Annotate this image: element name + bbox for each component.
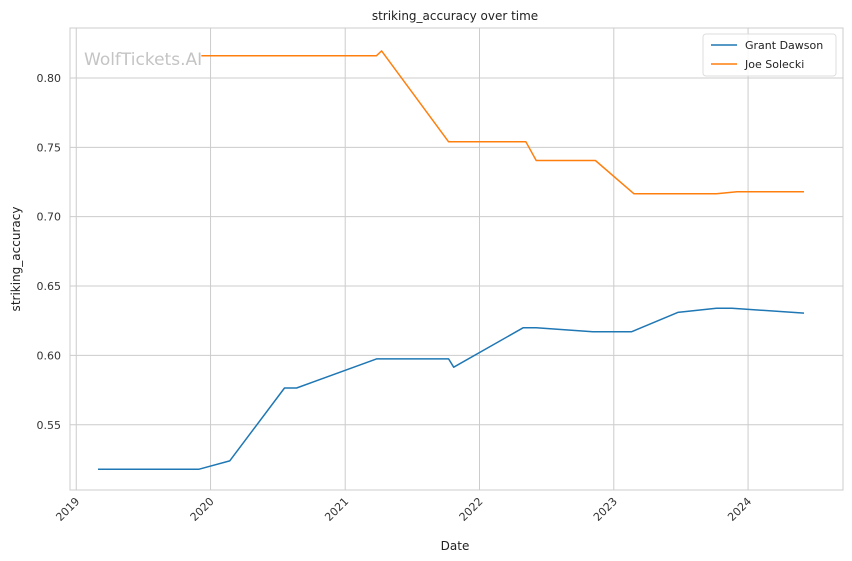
legend: Grant Dawson Joe Solecki (702, 33, 837, 77)
y-tick-label: 0.60 (37, 349, 62, 362)
y-tick-label: 0.65 (37, 280, 62, 293)
x-tick-label: 2019 (53, 495, 82, 524)
x-tick-labels: 2019 2020 2021 2022 2023 2024 (53, 495, 754, 524)
y-axis-label: striking_accuracy (9, 207, 23, 312)
legend-label-grant-dawson: Grant Dawson (745, 39, 823, 52)
plot-frame (69, 27, 844, 491)
y-tick-label: 0.70 (37, 211, 62, 224)
y-tick-label: 0.55 (37, 419, 62, 432)
series-line-joe-solecki (201, 50, 804, 195)
y-tick-label: 0.80 (37, 72, 62, 85)
x-tick-label: 2022 (457, 495, 486, 524)
x-tick-label: 2020 (188, 495, 217, 524)
y-tick-label: 0.75 (37, 141, 62, 154)
watermark-text: WolfTickets.AI (84, 50, 202, 70)
y-tick-labels: 0.55 0.60 0.65 0.70 0.75 0.80 (37, 72, 62, 432)
plot-area (70, 28, 843, 490)
x-axis-label: Date (441, 539, 470, 553)
x-tick-label: 2023 (591, 495, 620, 524)
x-tick-label: 2024 (725, 495, 754, 524)
series-line-grant-dawson (98, 307, 805, 470)
x-tick-label: 2021 (322, 495, 351, 524)
chart-title: striking_accuracy over time (372, 9, 538, 23)
legend-label-joe-solecki: Joe Solecki (744, 58, 804, 71)
series-lines (98, 50, 805, 470)
grid-lines (70, 28, 843, 490)
